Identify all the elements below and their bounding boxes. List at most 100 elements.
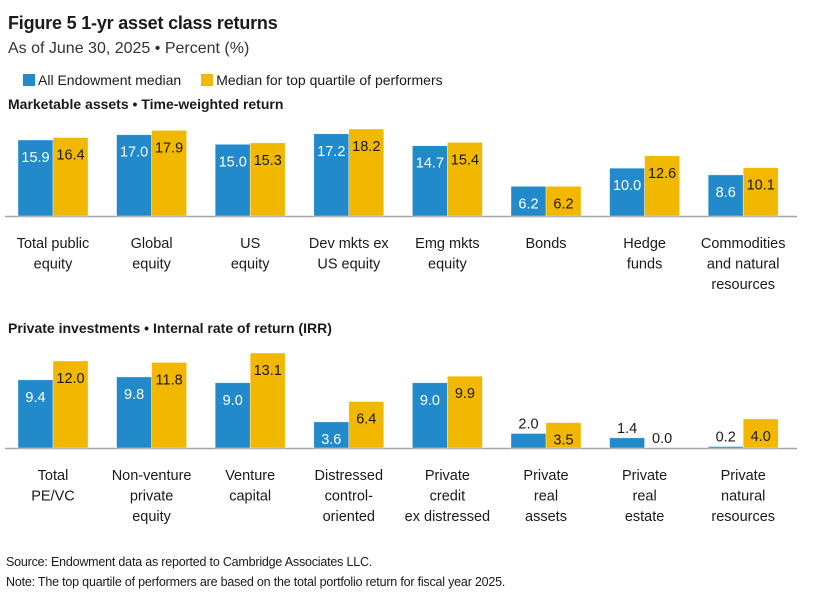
data-label: 18.2 bbox=[352, 139, 380, 155]
data-label: 3.5 bbox=[553, 433, 573, 449]
legend: All Endowment median Median for top quar… bbox=[23, 72, 463, 88]
category-label: equity bbox=[231, 257, 270, 273]
bar-top-quartile bbox=[447, 142, 483, 217]
bar-top-quartile bbox=[151, 362, 187, 449]
data-label: 6.4 bbox=[356, 412, 376, 428]
category-label: Total public bbox=[17, 236, 90, 252]
data-label: 0.2 bbox=[716, 430, 736, 446]
data-label: 17.2 bbox=[317, 144, 345, 160]
bar-all-endowment bbox=[707, 446, 744, 449]
category-label: Private bbox=[721, 468, 766, 484]
figure-subtitle: As of June 30, 2025 • Percent (%) bbox=[8, 40, 250, 57]
data-label: 9.9 bbox=[455, 386, 475, 402]
marketable-assets-chart: 15.9 16.4 Total public equity 17.0 17.9 Global… bbox=[5, 128, 797, 293]
data-label: 12.6 bbox=[648, 166, 676, 182]
data-label: 14.7 bbox=[416, 156, 444, 172]
category-label: and natural bbox=[707, 257, 780, 273]
data-label: 10.1 bbox=[747, 178, 775, 194]
data-label: 9.0 bbox=[223, 393, 243, 409]
category-label: Commodities bbox=[701, 236, 786, 252]
bar-top-quartile bbox=[52, 137, 89, 217]
bar-all-endowment bbox=[116, 134, 152, 217]
category-label: ex distressed bbox=[405, 509, 490, 525]
data-label: 11.8 bbox=[156, 372, 183, 388]
bar-top-quartile bbox=[644, 155, 680, 217]
bar-top-quartile bbox=[249, 142, 286, 217]
category-label: capital bbox=[229, 489, 271, 505]
category-label: Private bbox=[622, 468, 667, 484]
category-label: US bbox=[240, 236, 260, 252]
category-label: real bbox=[534, 489, 558, 505]
data-label: 6.2 bbox=[518, 196, 538, 212]
private-section-title: Private investments • Internal rate of r… bbox=[8, 320, 332, 336]
legend-label: All Endowment median bbox=[38, 72, 182, 88]
data-label: 15.0 bbox=[219, 154, 247, 170]
category-label: oriented bbox=[323, 509, 375, 525]
category-label: Total bbox=[38, 468, 69, 484]
data-label: 15.3 bbox=[254, 153, 282, 169]
data-label: 16.4 bbox=[56, 148, 84, 164]
category-label: Dev mkts ex bbox=[309, 236, 390, 252]
bar-all-endowment bbox=[412, 145, 448, 217]
data-label: 12.0 bbox=[56, 371, 84, 387]
category-label: natural bbox=[721, 489, 765, 505]
bar-top-quartile bbox=[52, 360, 89, 449]
bar-top-quartile bbox=[348, 401, 385, 449]
data-label: 17.9 bbox=[155, 140, 183, 156]
data-label: 15.4 bbox=[451, 152, 479, 168]
data-label: 2.0 bbox=[518, 417, 538, 433]
data-label: 0.0 bbox=[652, 431, 672, 447]
bar-all-endowment bbox=[609, 437, 645, 449]
data-label: 8.6 bbox=[716, 185, 736, 201]
data-label: 15.9 bbox=[21, 150, 49, 166]
category-label: real bbox=[633, 489, 657, 505]
data-label: 17.0 bbox=[120, 145, 148, 161]
category-label: resources bbox=[711, 509, 775, 525]
category-label: US equity bbox=[317, 257, 381, 273]
category-label: private bbox=[130, 489, 174, 505]
category-label: funds bbox=[627, 257, 662, 273]
category-label: Distressed bbox=[315, 468, 384, 484]
data-label: 4.0 bbox=[751, 429, 771, 445]
bar-all-endowment bbox=[609, 167, 645, 217]
legend-swatch-blue bbox=[23, 74, 35, 86]
legend-label: Median for top quartile of performers bbox=[216, 72, 443, 88]
figure-title: Figure 5 1-yr asset class returns bbox=[8, 13, 278, 33]
legend-swatch-gold bbox=[201, 74, 214, 86]
category-label: control- bbox=[325, 489, 374, 505]
category-label: Hedge bbox=[623, 236, 666, 252]
data-label: 10.0 bbox=[613, 178, 641, 194]
bar-all-endowment bbox=[17, 379, 54, 449]
legend-item-all-endowment: All Endowment median bbox=[23, 72, 181, 88]
category-label: Bonds bbox=[525, 236, 566, 252]
data-label: 13.1 bbox=[254, 363, 282, 379]
bar-all-endowment bbox=[707, 174, 744, 217]
bar-all-endowment bbox=[313, 421, 350, 449]
bar-all-endowment bbox=[510, 433, 547, 449]
category-label: Emg mkts bbox=[415, 236, 479, 252]
category-label: equity bbox=[132, 257, 171, 273]
bar-all-endowment bbox=[510, 186, 547, 217]
bar-top-quartile bbox=[545, 186, 582, 217]
bar-top-quartile bbox=[249, 352, 286, 449]
source-note: Source: Endowment data as reported to Ca… bbox=[6, 555, 373, 569]
marketable-section-title: Marketable assets • Time-weighted return bbox=[8, 96, 284, 112]
category-label: Non-venture bbox=[112, 468, 192, 484]
data-label: 9.0 bbox=[420, 393, 440, 409]
category-label: equity bbox=[428, 257, 467, 273]
bar-top-quartile bbox=[447, 375, 483, 449]
bar-top-quartile bbox=[348, 128, 385, 217]
bar-all-endowment bbox=[214, 382, 251, 449]
category-label: PE/VC bbox=[31, 489, 75, 505]
footnote: Note: The top quartile of performers are… bbox=[6, 575, 506, 589]
category-label: estate bbox=[625, 509, 665, 525]
bar-top-quartile bbox=[742, 167, 779, 217]
legend-item-top-quartile: Median for top quartile of performers bbox=[201, 72, 443, 88]
category-label: credit bbox=[430, 489, 465, 505]
bar-top-quartile bbox=[742, 418, 779, 449]
category-label: equity bbox=[34, 257, 73, 273]
category-label: Venture bbox=[225, 468, 275, 484]
private-investments-chart: 9.4 12.0 Total PE/VC 9.8 11.8 Non-venture priva… bbox=[5, 352, 797, 525]
category-label: resources bbox=[711, 277, 775, 293]
data-label: 9.4 bbox=[25, 390, 45, 406]
